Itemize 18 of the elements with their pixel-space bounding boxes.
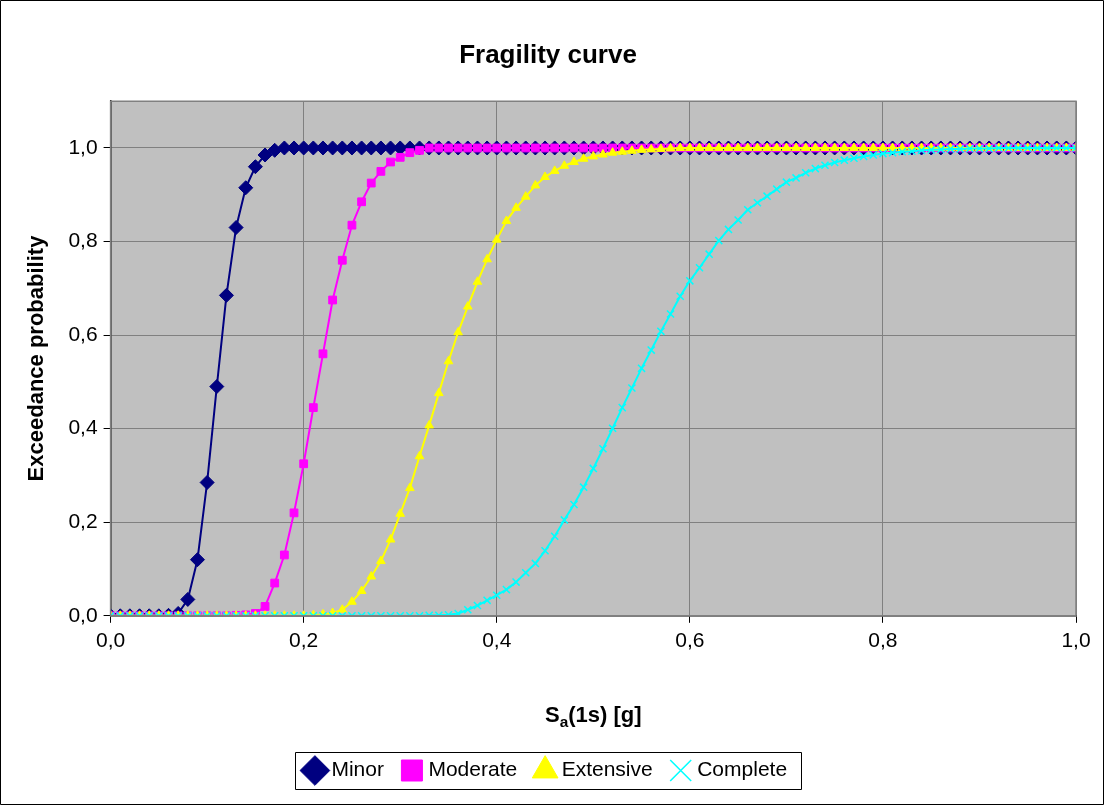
x-tick-label: 0,8 — [868, 628, 898, 652]
y-axis-title: Exceedance probability — [23, 234, 49, 482]
y-tick-label: 0,8 — [68, 228, 98, 252]
x-tick-label: 1,0 — [1061, 628, 1091, 652]
y-tick-label: 0,4 — [68, 415, 98, 439]
y-tick-label: 0,0 — [68, 602, 98, 626]
legend-label: Minor — [331, 757, 384, 781]
y-tick-label: 1,0 — [68, 134, 98, 158]
x-tick-label: 0,2 — [289, 628, 319, 652]
legend-label: Moderate — [428, 757, 518, 781]
legend-label: Extensive — [561, 757, 653, 781]
chart-title: Fragility curve — [459, 38, 637, 69]
y-tick-label: 0,2 — [68, 509, 98, 533]
x-tick-label: 0,0 — [95, 628, 126, 652]
legend-label: Complete — [697, 757, 788, 781]
x-tick-label: 0,4 — [482, 628, 512, 652]
x-tick-label: 0,6 — [675, 628, 705, 652]
y-tick-label: 0,6 — [68, 321, 98, 345]
